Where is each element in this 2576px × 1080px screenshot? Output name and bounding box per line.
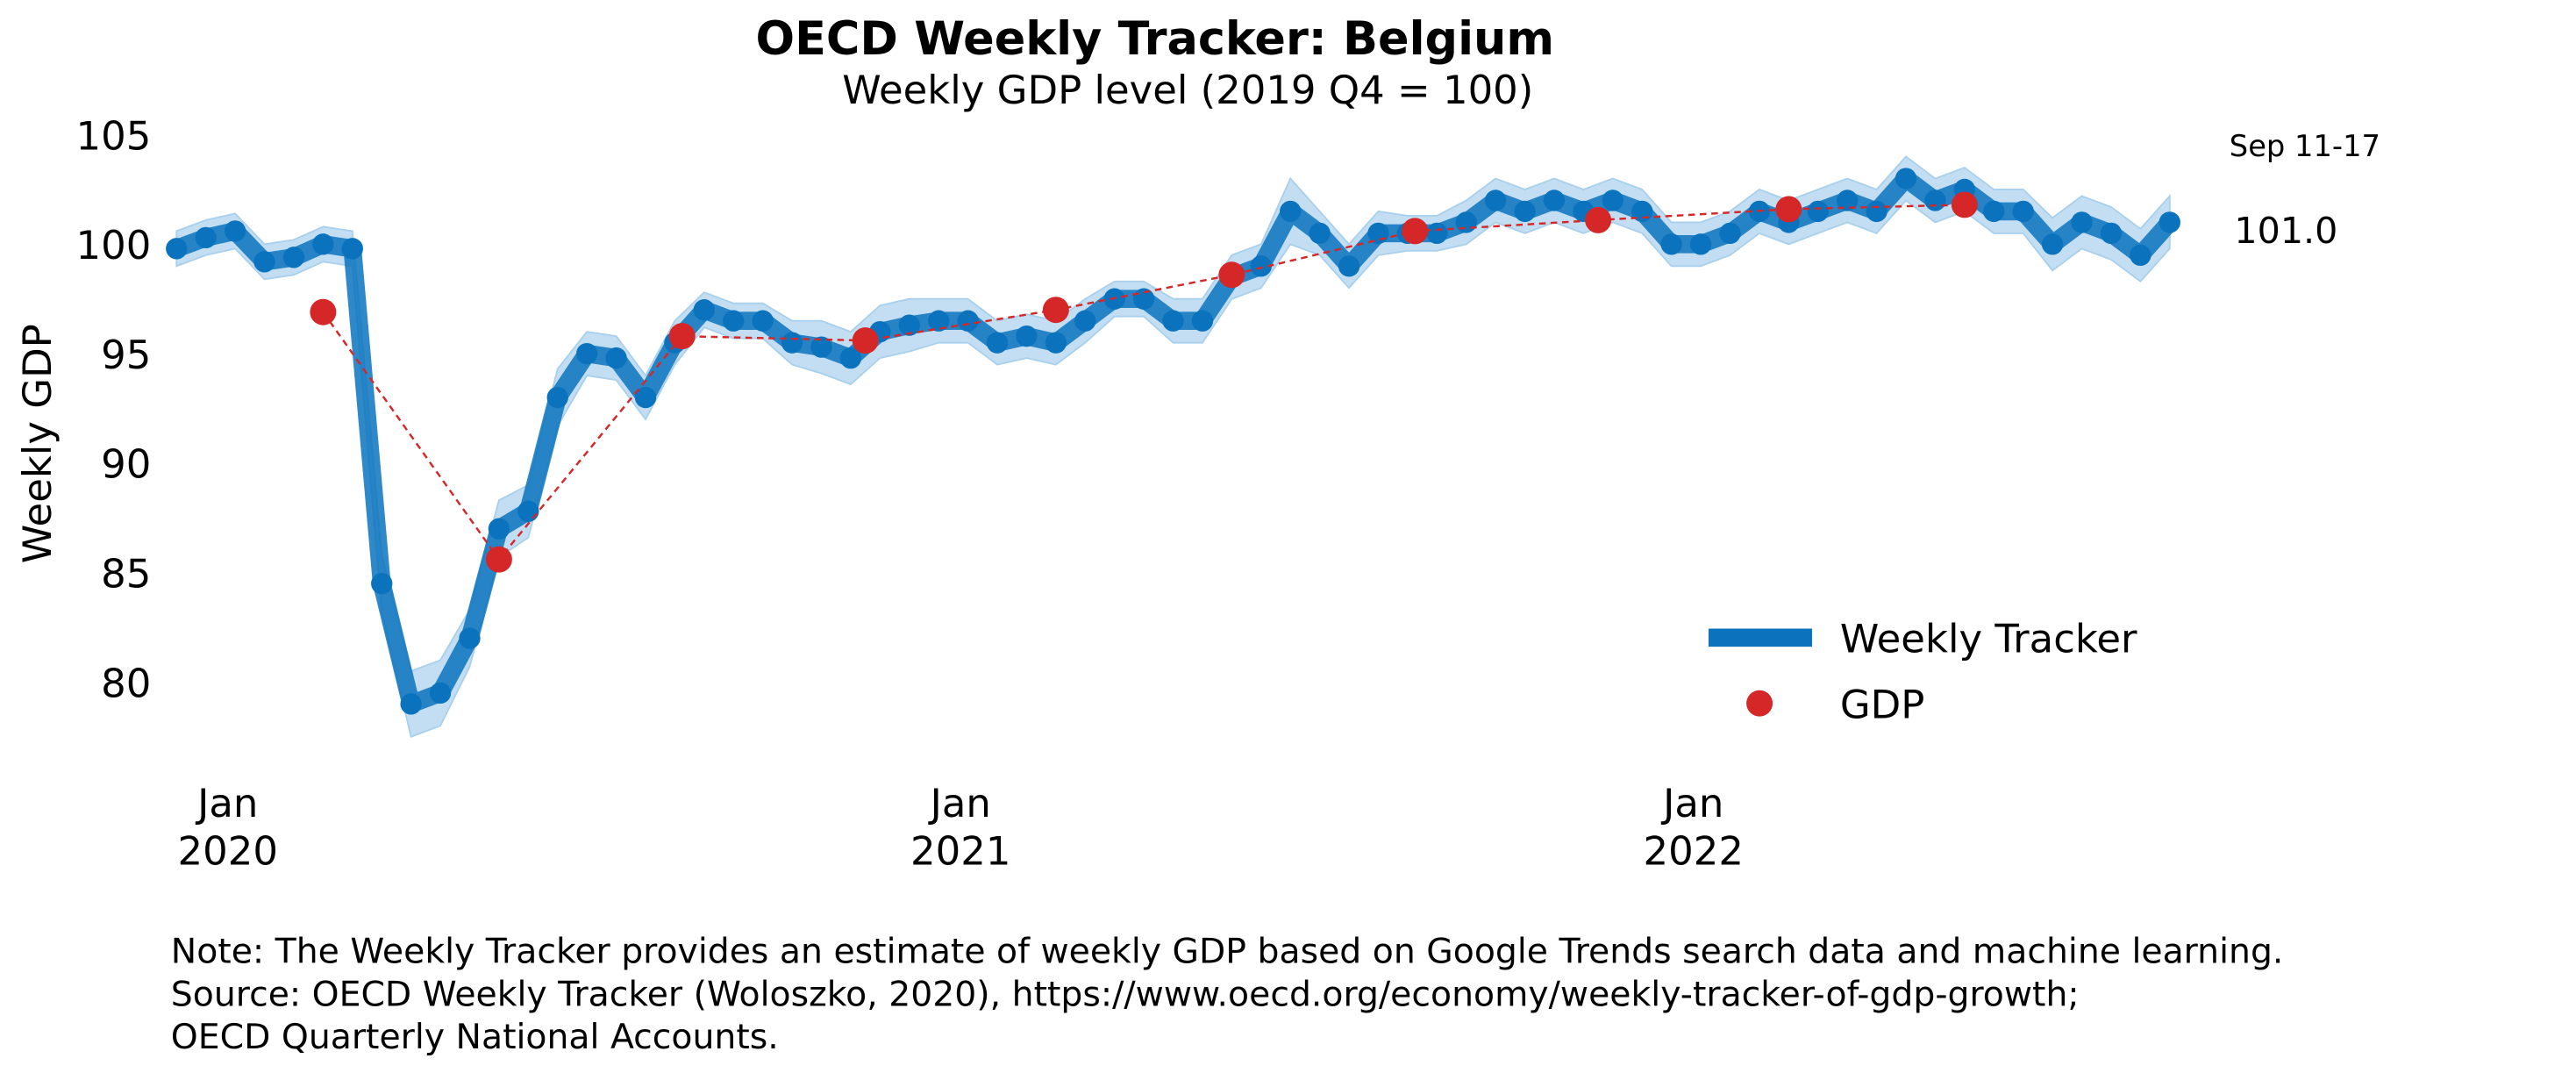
tracker-point — [752, 310, 774, 332]
tracker-point — [1895, 168, 1917, 190]
tracker-point — [1016, 325, 1038, 347]
gdp-point — [1951, 191, 1978, 218]
chart-subtitle: Weekly GDP level (2019 Q4 = 100) — [842, 67, 1533, 113]
annotation: 101.0 — [2234, 210, 2337, 252]
gdp-point — [310, 298, 337, 325]
tracker-point — [488, 518, 510, 540]
gdp-point — [1585, 206, 1612, 233]
note-line: Note: The Weekly Tracker provides an est… — [170, 932, 2284, 972]
tracker-point — [429, 682, 452, 705]
y-tick-label: 95 — [101, 332, 151, 378]
y-axis-label: Weekly GDP — [14, 324, 61, 563]
tracker-point — [282, 247, 305, 268]
tracker-point — [400, 693, 422, 715]
tracker-point — [1689, 233, 1712, 255]
tracker-point — [1602, 190, 1624, 211]
y-tick-label: 80 — [101, 660, 151, 706]
gdp-point — [668, 323, 696, 350]
chart-title: OECD Weekly Tracker: Belgium — [756, 12, 1555, 66]
tracker-point — [1045, 332, 1067, 354]
gdp-point — [1218, 261, 1245, 289]
tracker-point — [1719, 222, 1741, 245]
tracker-point — [928, 310, 950, 332]
gdp-point — [852, 327, 879, 354]
legend-label: Weekly Tracker — [1840, 616, 2137, 662]
note-line: OECD Quarterly National Accounts. — [170, 1017, 779, 1057]
tracker-point — [957, 310, 979, 332]
tracker-point — [371, 572, 393, 595]
tracker-point — [195, 226, 217, 249]
y-tick-label: 105 — [76, 112, 152, 159]
tracker-point — [341, 238, 363, 260]
tracker-point — [253, 251, 275, 273]
tracker-point — [1660, 233, 1682, 255]
tracker-point — [2130, 244, 2151, 267]
tracker-point — [1866, 200, 1887, 223]
y-tick-label: 85 — [101, 550, 151, 597]
gdp-line — [322, 204, 1965, 561]
tracker-point — [810, 336, 832, 358]
tracker-point — [839, 347, 862, 369]
tracker-point — [634, 386, 657, 409]
tracker-point — [546, 386, 568, 409]
tracker-point — [2012, 200, 2034, 223]
x-tick-label: Jan 2020 — [177, 780, 278, 875]
tracker-point — [312, 233, 334, 255]
gdp-point — [1775, 196, 1802, 223]
tracker-point — [1426, 222, 1448, 245]
tracker-point — [1924, 190, 1946, 211]
gdp-point — [1402, 218, 1429, 245]
tracker-point — [1484, 190, 1507, 211]
y-tick-label: 100 — [76, 222, 152, 268]
x-tick-label: Jan 2022 — [1643, 780, 1744, 875]
note: Note: The Weekly Tracker provides an est… — [171, 930, 2284, 1058]
tracker-point — [723, 310, 745, 332]
tracker-point — [898, 314, 920, 336]
tracker-point — [781, 332, 803, 354]
legend-label: GDP — [1840, 682, 1925, 728]
tracker-point — [1455, 211, 1477, 233]
tracker-point — [1280, 200, 1302, 223]
tracker-point — [2159, 211, 2180, 233]
gdp-point — [485, 546, 512, 573]
tracker-point — [2100, 222, 2123, 245]
tracker-point — [459, 627, 481, 649]
tracker-point — [1250, 255, 1272, 277]
tracker-point — [1074, 310, 1096, 332]
y-tick-label: 90 — [101, 441, 151, 488]
tracker-point — [1543, 190, 1566, 211]
tracker-point — [1514, 200, 1536, 223]
tracker-point — [1837, 190, 1859, 211]
note-line: Source: OECD Weekly Tracker (Woloszko, 2… — [170, 974, 2080, 1014]
gdp-point — [1042, 297, 1069, 324]
x-tick-label: Jan 2021 — [910, 780, 1011, 875]
tracker-point — [2041, 233, 2064, 255]
tracker-point — [1338, 255, 1360, 277]
annotation: Sep 11-17 — [2230, 129, 2380, 163]
tracker-point — [2071, 211, 2093, 233]
tracker-point — [986, 332, 1009, 354]
tracker-point — [1309, 222, 1331, 245]
legend-swatch — [1746, 690, 1773, 717]
tracker-point — [166, 238, 188, 260]
tracker-point — [1191, 310, 1214, 332]
tracker-point — [517, 500, 539, 522]
tracker-point — [1162, 310, 1184, 332]
tracker-point — [1807, 200, 1829, 223]
tracker-point — [693, 299, 716, 321]
tracker-point — [224, 220, 246, 242]
tracker-point — [575, 342, 598, 365]
tracker-point — [605, 347, 627, 369]
tracker-point — [1983, 200, 2005, 223]
